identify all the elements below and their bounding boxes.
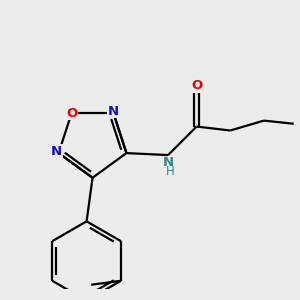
Text: N: N (51, 145, 62, 158)
Text: N: N (108, 105, 119, 118)
Text: N: N (163, 156, 174, 169)
Text: H: H (166, 165, 174, 178)
Text: O: O (191, 79, 202, 92)
Text: O: O (66, 107, 77, 120)
